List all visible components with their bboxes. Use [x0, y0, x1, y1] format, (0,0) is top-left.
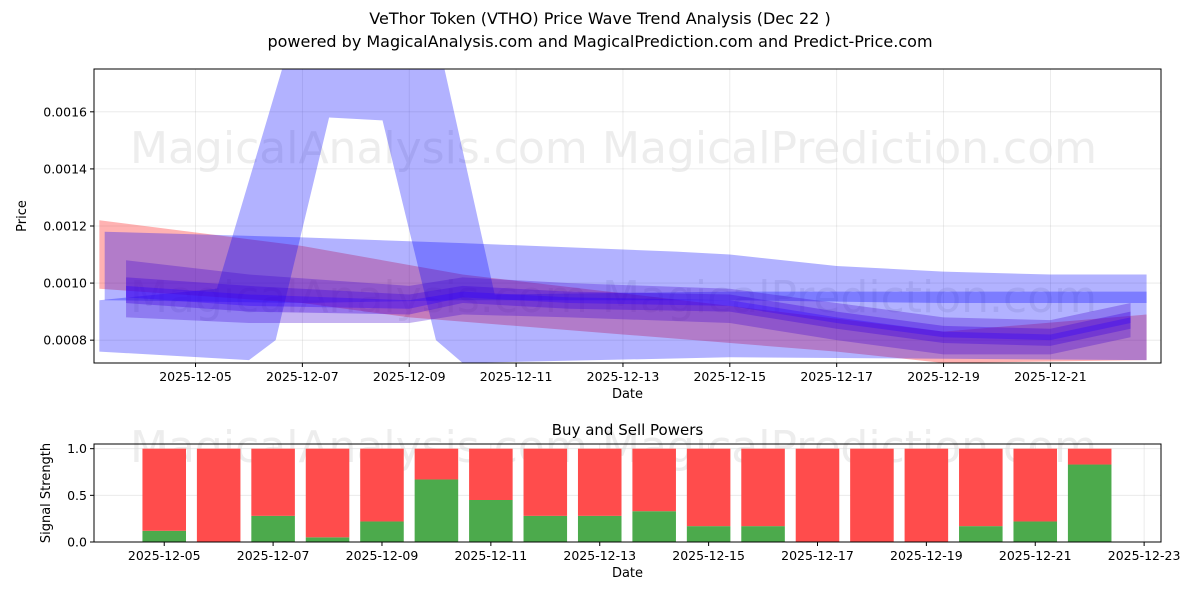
- chart-subtitle: powered by MagicalAnalysis.com and Magic…: [267, 32, 933, 51]
- x-tick-label: 2025-12-09: [373, 369, 446, 384]
- x-tick-label: 2025-12-17: [781, 548, 854, 563]
- sell-bar: [360, 448, 404, 522]
- buy-bar: [741, 526, 785, 542]
- sell-bar: [904, 448, 949, 542]
- blue-spike-band: [99, 69, 1147, 363]
- y-axis-label: Signal Strength: [39, 443, 54, 543]
- buy-bar: [469, 500, 513, 542]
- sell-bar: [686, 448, 731, 527]
- x-tick-label: 2025-12-11: [480, 369, 553, 384]
- plot-frame: [93, 68, 1162, 364]
- x-tick-label: 2025-12-11: [455, 548, 528, 563]
- x-tick-label: 2025-12-05: [159, 369, 232, 384]
- y-axis-label: Price: [15, 200, 30, 232]
- buy-bar: [1013, 521, 1058, 542]
- watermark-text: MagicalAnalysis.com: [130, 272, 588, 323]
- sell-bar: [850, 448, 894, 542]
- sell-bar: [305, 448, 350, 538]
- sell-bar: [1067, 448, 1112, 465]
- core-band-1: [126, 260, 1131, 355]
- x-tick-label: 2025-12-07: [266, 369, 339, 384]
- plot-frame: [93, 443, 1162, 543]
- y-tick-label: 0.0: [67, 535, 87, 550]
- x-tick-label: 2025-12-07: [237, 548, 310, 563]
- sell-bar: [577, 448, 622, 516]
- y-tick-label: 0.0012: [43, 218, 87, 233]
- y-tick-label: 0.0010: [43, 276, 87, 291]
- watermark-text: MagicalAnalysis.com: [130, 123, 588, 174]
- x-tick-label: 2025-12-19: [907, 369, 980, 384]
- x-tick-label: 2025-12-21: [999, 548, 1072, 563]
- x-tick-label: 2025-12-09: [346, 548, 419, 563]
- sell-bar: [142, 448, 187, 531]
- sell-bar: [1013, 448, 1058, 522]
- x-tick-label: 2025-12-15: [693, 369, 766, 384]
- subplot-title: Buy and Sell Powers: [552, 421, 704, 439]
- x-tick-label: 2025-12-19: [890, 548, 963, 563]
- x-tick-label: 2025-12-13: [587, 369, 660, 384]
- x-tick-label: 2025-12-21: [1014, 369, 1087, 384]
- y-tick-label: 0.0008: [43, 333, 87, 348]
- x-tick-label: 2025-12-05: [128, 548, 201, 563]
- sell-bar: [741, 448, 785, 527]
- sell-bar: [414, 448, 459, 480]
- sell-bar: [251, 448, 295, 516]
- chart-title: VeThor Token (VTHO) Price Wave Trend Ana…: [369, 9, 831, 28]
- y-tick-label: 0.5: [67, 488, 87, 503]
- x-tick-label: 2025-12-15: [672, 548, 745, 563]
- y-tick-label: 1.0: [67, 441, 87, 456]
- sell-bar: [632, 448, 676, 512]
- watermark-text: MagicalPrediction.com: [602, 272, 1097, 323]
- axis-decor-0: 2025-12-05 2025-12-07 2025-12-09 2025-12-11…: [15, 68, 1162, 402]
- buy-bar: [251, 515, 295, 542]
- x-axis-label: Date: [612, 566, 643, 581]
- sell-bar: [196, 448, 241, 542]
- watermark-group: MagicalAnalysis.com MagicalAnalysis.com Ma…: [130, 123, 1097, 323]
- buy-bar: [142, 530, 187, 542]
- buy-bar: [1067, 464, 1112, 542]
- x-axis-label: Date: [612, 387, 643, 402]
- buy-bar: [686, 526, 731, 542]
- buy-bar: [305, 537, 350, 542]
- axis-decor-1: 2025-12-05 2025-12-07 2025-12-09 2025-12-11…: [39, 421, 1180, 581]
- buy-bar: [577, 515, 622, 542]
- sell-bar: [795, 448, 840, 542]
- buy-bar: [523, 515, 568, 542]
- x-tick-label: 2025-12-23: [1108, 548, 1181, 563]
- x-tick-label: 2025-12-13: [563, 548, 636, 563]
- blue-wide-band: [104, 231, 1147, 304]
- x-tick-label: 2025-12-17: [800, 369, 873, 384]
- buy-bar: [414, 479, 459, 542]
- buy-bar: [360, 521, 404, 542]
- core-band-2: [126, 277, 1131, 346]
- core-band-3: [126, 285, 1131, 341]
- sell-bar: [469, 448, 513, 500]
- y-tick-label: 0.0014: [43, 161, 87, 176]
- red-trend-band: [99, 220, 1147, 363]
- bars: [142, 448, 1112, 542]
- watermark-text: MagicalPrediction.com: [602, 123, 1097, 174]
- price-bands: [99, 69, 1147, 363]
- sell-bar: [523, 448, 568, 516]
- y-tick-label: 0.0016: [43, 104, 87, 119]
- buy-bar: [632, 511, 676, 542]
- axes-0: [94, 69, 1161, 363]
- sell-bar: [959, 448, 1003, 527]
- buy-bar: [959, 526, 1003, 542]
